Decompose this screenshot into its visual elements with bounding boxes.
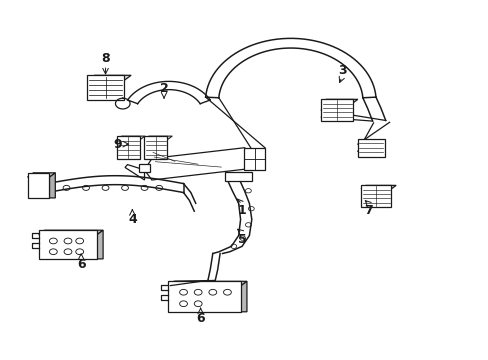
Text: 3: 3 [337,64,346,77]
Text: 2: 2 [160,82,168,95]
Text: 8: 8 [101,51,110,64]
Text: 5: 5 [237,233,246,246]
Polygon shape [117,136,145,140]
Bar [244,148,264,170]
Bar [321,99,352,121]
Polygon shape [144,136,172,140]
Text: 4: 4 [128,213,137,226]
Polygon shape [97,230,103,259]
Bar [139,164,150,172]
Text: 7: 7 [364,204,372,217]
Polygon shape [241,281,246,312]
Polygon shape [27,173,55,177]
Bar [224,172,251,181]
Polygon shape [321,99,357,103]
Polygon shape [360,185,395,189]
Text: 1: 1 [237,204,246,217]
Text: 6: 6 [196,311,204,325]
Bar [87,75,123,100]
Polygon shape [49,173,55,198]
Bar [117,136,140,159]
Polygon shape [87,75,131,81]
Bar [27,173,49,198]
Text: 9: 9 [113,138,122,150]
Bar [39,230,97,259]
Text: 6: 6 [77,258,85,271]
Bar [167,281,241,312]
Polygon shape [39,230,103,234]
Bar [357,139,384,157]
Bar [360,185,390,207]
Bar [144,136,167,159]
Polygon shape [167,281,246,285]
